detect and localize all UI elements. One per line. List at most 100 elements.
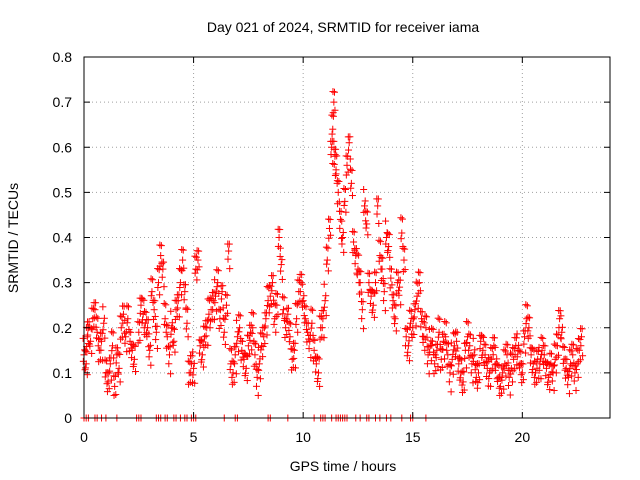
- data-point-cluster: [568, 340, 576, 348]
- data-point-cluster: [574, 373, 582, 381]
- data-point-cluster: [467, 352, 475, 360]
- data-point-cluster: [84, 331, 92, 339]
- data-point-cluster: [533, 378, 541, 386]
- data-point-cluster: [456, 374, 464, 382]
- data-point-cluster: [546, 349, 554, 357]
- data-point-cluster: [309, 336, 317, 344]
- data-point-cluster: [336, 224, 344, 232]
- data-point: [170, 337, 178, 345]
- data-point: [459, 378, 467, 386]
- data-point-cluster: [428, 341, 436, 349]
- chart-grid: [84, 57, 610, 418]
- data-point-cluster: [287, 345, 295, 353]
- data-point-cluster: [250, 339, 258, 347]
- data-point-cluster: [230, 378, 238, 386]
- data-point-cluster: [489, 351, 497, 359]
- data-point-cluster: [214, 267, 222, 275]
- data-point: [499, 369, 507, 377]
- data-point-cluster: [330, 160, 338, 168]
- data-point: [266, 292, 274, 300]
- data-point-cluster: [155, 266, 163, 274]
- data-point: [542, 364, 550, 372]
- data-point-cluster: [140, 296, 148, 304]
- data-point-cluster: [290, 354, 298, 362]
- data-point-cluster: [100, 314, 108, 322]
- data-point-cluster: [390, 301, 398, 309]
- data-point-cluster: [303, 338, 311, 346]
- data-point-cluster: [94, 314, 102, 322]
- data-point: [321, 297, 329, 305]
- data-point-cluster: [407, 307, 415, 315]
- data-point-cluster: [217, 295, 225, 303]
- data-point-cluster: [447, 339, 455, 347]
- data-point-cluster: [364, 269, 372, 277]
- data-point-cluster: [322, 312, 330, 320]
- data-point-cluster: [147, 361, 155, 369]
- data-point-cluster: [292, 320, 300, 328]
- data-point-cluster: [233, 339, 241, 347]
- data-point-cluster: [524, 327, 532, 335]
- data-point-cluster: [235, 328, 243, 336]
- data-point-cluster: [79, 334, 87, 342]
- data-point-cluster: [192, 253, 200, 261]
- data-point: [198, 351, 206, 359]
- data-point: [439, 337, 447, 345]
- data-point-cluster: [103, 388, 111, 396]
- data-point: [141, 319, 149, 327]
- data-point-cluster: [221, 315, 229, 323]
- data-point-cluster: [419, 318, 427, 326]
- data-point-cluster: [414, 279, 422, 287]
- x-tick-label: 20: [515, 429, 531, 445]
- data-point-cluster: [215, 324, 223, 332]
- data-point: [578, 333, 586, 341]
- data-point-cluster: [165, 360, 173, 368]
- data-point-cluster: [164, 322, 172, 330]
- data-point-cluster: [493, 355, 501, 363]
- chart-ticks: 0 0.1 0.2 0.3 0.4 0.5 0.6 0.7 0.8 0 5 10 15 20: [53, 49, 610, 445]
- data-point-cluster: [388, 281, 396, 289]
- data-point-cluster: [211, 299, 219, 307]
- data-point-cluster: [180, 296, 188, 304]
- data-point-cluster: [355, 267, 363, 275]
- data-point-cluster: [466, 331, 474, 339]
- data-point-cluster: [379, 254, 387, 262]
- data-point: [297, 279, 305, 287]
- data-point-cluster: [557, 335, 565, 343]
- data-point-cluster: [149, 296, 157, 304]
- data-point-cluster: [339, 229, 347, 237]
- data-point-cluster: [112, 344, 120, 352]
- data-point-cluster: [92, 313, 100, 321]
- data-point-cluster: [325, 234, 333, 242]
- data-point-cluster: [298, 280, 306, 288]
- data-point-cluster: [334, 200, 342, 208]
- data-point-cluster: [330, 145, 338, 153]
- data-point-cluster: [320, 280, 328, 288]
- data-point-cluster: [548, 377, 556, 385]
- data-point-cluster: [151, 312, 159, 320]
- data-point: [457, 369, 465, 377]
- data-point-cluster: [338, 217, 346, 225]
- data-point-cluster: [342, 152, 350, 160]
- data-point: [505, 373, 513, 381]
- data-point-cluster: [567, 347, 575, 355]
- data-point-cluster: [476, 345, 484, 353]
- data-point: [501, 360, 509, 368]
- data-point-cluster: [494, 377, 502, 385]
- data-point-cluster: [430, 370, 438, 378]
- data-point-cluster: [279, 293, 287, 301]
- data-point-cluster: [523, 302, 531, 310]
- data-point-cluster: [189, 371, 197, 379]
- data-point-cluster: [145, 353, 153, 361]
- data-point-cluster: [228, 373, 236, 381]
- data-point-cluster: [331, 151, 339, 159]
- data-point-cluster: [296, 288, 304, 296]
- data-point-cluster: [550, 340, 558, 348]
- data-point-cluster: [191, 379, 199, 387]
- data-point: [325, 224, 333, 232]
- data-point-cluster: [511, 365, 519, 373]
- data-point-cluster: [249, 310, 257, 318]
- data-point: [365, 279, 373, 287]
- data-point-cluster: [517, 371, 525, 379]
- data-point: [319, 315, 327, 323]
- data-point-cluster: [539, 341, 547, 349]
